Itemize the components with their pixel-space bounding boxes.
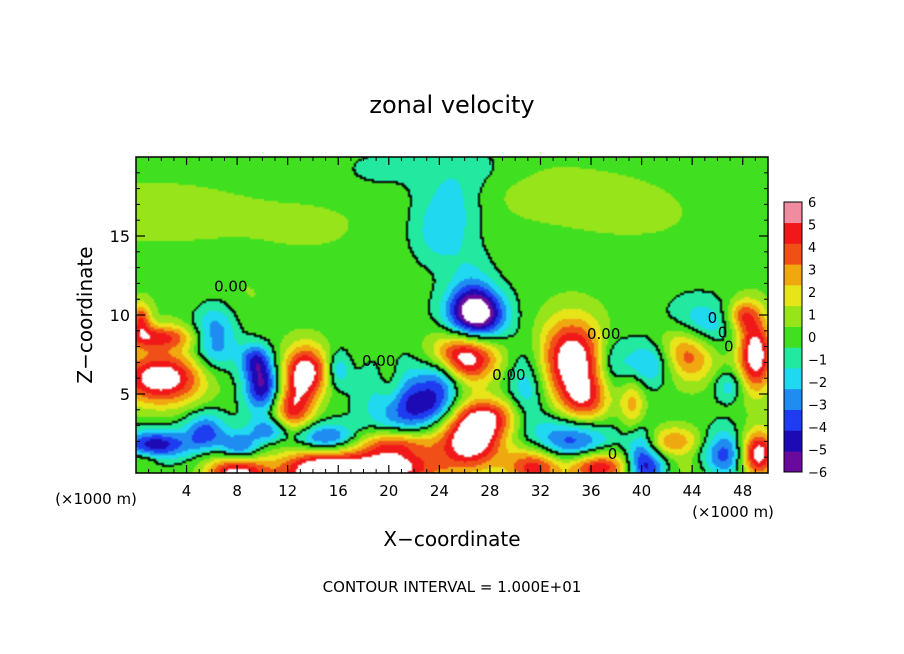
colorbar-cell xyxy=(784,243,802,265)
colorbar-tick-label: 2 xyxy=(808,286,816,301)
contour-label: 0.00 xyxy=(587,325,620,343)
x-unit-right: (×1000 m) xyxy=(692,503,774,521)
colorbar-cell xyxy=(784,264,802,286)
colorbar-cells xyxy=(784,202,802,473)
x-axis-label: X−coordinate xyxy=(383,527,520,551)
colorbar-cell xyxy=(784,202,802,224)
colorbar-tick-label: 0 xyxy=(808,331,816,346)
x-tick-label: 12 xyxy=(278,482,297,500)
colorbar-tick-label: 4 xyxy=(808,241,816,256)
colorbar-cell xyxy=(784,368,802,390)
colorbar-tick-label: 6 xyxy=(808,196,816,211)
y-tick-label: 5 xyxy=(120,385,130,404)
x-tick-label: 4 xyxy=(182,482,192,500)
colorbar-tick-label: −6 xyxy=(808,466,827,481)
colorbar: 6 5 4 3 2 1 0 −1 −2 −3 −4 −5 −6 xyxy=(783,196,827,481)
contour-label: 0 xyxy=(724,338,734,356)
x-tick-label: 28 xyxy=(480,482,499,500)
y-axis-ticks: 5 10 15 xyxy=(110,172,768,458)
colorbar-cell xyxy=(784,305,802,327)
colorbar-tick-label: 3 xyxy=(808,264,816,279)
colorbar-tick-label: −3 xyxy=(808,399,827,414)
x-tick-label: 36 xyxy=(581,482,600,500)
colorbar-frame xyxy=(783,201,803,473)
colorbar-labels: 6 5 4 3 2 1 0 −1 −2 −3 −4 −5 −6 xyxy=(808,196,827,481)
x-tick-label: 20 xyxy=(379,482,398,500)
x-tick-label: 48 xyxy=(733,482,752,500)
colorbar-cell xyxy=(784,347,802,369)
colorbar-tick-label: 5 xyxy=(808,219,816,234)
y-tick-label: 10 xyxy=(110,306,130,325)
x-tick-label: 32 xyxy=(531,482,550,500)
colorbar-cell xyxy=(784,222,802,244)
x-tick-label: 8 xyxy=(232,482,242,500)
colorbar-cell xyxy=(784,285,802,307)
y-axis-label: Z−coordinate xyxy=(73,246,97,383)
colorbar-cell xyxy=(784,326,802,348)
colorbar-cell xyxy=(784,430,802,452)
colorbar-cell xyxy=(784,409,802,431)
colorbar-tick-label: −1 xyxy=(808,354,827,369)
x-axis-ticks: 4 8 12 16 20 24 28 32 36 40 44 48 xyxy=(148,157,756,500)
contour-label: 0.00 xyxy=(214,278,247,296)
contour-interval-note: CONTOUR INTERVAL = 1.000E+01 xyxy=(323,578,582,596)
colorbar-tick-label: −2 xyxy=(808,376,827,391)
colorbar-cell xyxy=(784,451,802,473)
colorbar-tick-label: 1 xyxy=(808,309,816,324)
heatmap-field xyxy=(136,157,768,473)
contour-label: 0.00 xyxy=(492,366,525,384)
contour-label: 0 xyxy=(718,323,728,341)
colorbar-tick-label: −4 xyxy=(808,421,827,436)
contour-label: 0.00 xyxy=(362,352,395,370)
contour-label: 0 xyxy=(608,445,618,463)
x-tick-label: 24 xyxy=(430,482,449,500)
contour-label: 0 xyxy=(708,309,718,327)
colorbar-cell xyxy=(784,388,802,410)
colorbar-tick-label: −5 xyxy=(808,444,827,459)
y-tick-label: 15 xyxy=(110,227,130,246)
chart-title: zonal velocity xyxy=(369,91,534,119)
x-unit-left: (×1000 m) xyxy=(55,490,137,508)
x-tick-label: 40 xyxy=(632,482,651,500)
x-tick-label: 16 xyxy=(329,482,348,500)
x-tick-label: 44 xyxy=(683,482,702,500)
